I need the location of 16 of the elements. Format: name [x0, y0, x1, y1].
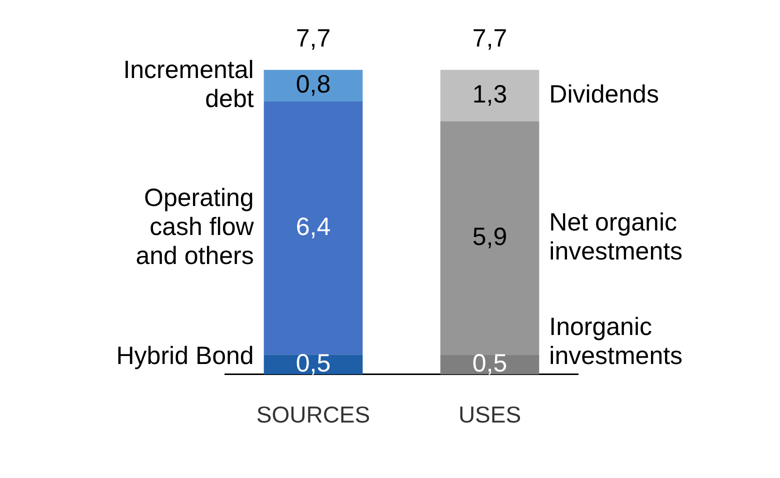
- x-tick-label: SOURCES: [256, 402, 370, 428]
- series-label: Dividends: [549, 80, 659, 108]
- series-label: Operating cash flow and others: [136, 184, 255, 270]
- data-label: 0,8: [296, 70, 331, 99]
- x-tick-label: USES: [458, 402, 522, 428]
- total-label: 7,7: [472, 24, 508, 52]
- series-label: Incremental debt: [123, 56, 254, 114]
- data-label: 6,4: [296, 212, 331, 241]
- series-label: Net organic investments: [549, 208, 683, 266]
- series-label: Hybrid Bond: [116, 342, 254, 370]
- data-label: 0,5: [472, 349, 508, 378]
- total-label: 7,7: [296, 24, 331, 52]
- data-label: 0,5: [296, 349, 331, 378]
- series-label: Inorganic investments: [549, 312, 683, 370]
- data-label: 1,3: [472, 80, 508, 108]
- data-label: 5,9: [472, 222, 508, 251]
